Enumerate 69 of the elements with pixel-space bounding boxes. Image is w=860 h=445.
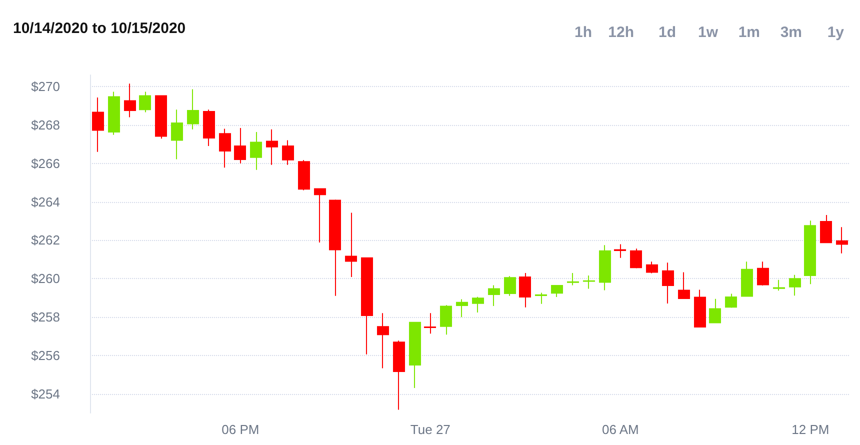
text: 3m [780, 24, 802, 41]
candlestick [567, 272, 579, 286]
candlestick [361, 257, 373, 355]
candlestick [203, 109, 215, 147]
candlestick [662, 262, 674, 304]
text: 1y [827, 24, 845, 41]
y-tick-label: $256 [31, 348, 60, 363]
candlestick [424, 312, 436, 334]
text: 1m [738, 24, 760, 41]
candlestick [694, 289, 706, 328]
candlestick [250, 132, 262, 170]
candlestick [234, 128, 246, 164]
candlestick [551, 284, 563, 298]
candlestick [741, 261, 753, 297]
candlestick [614, 244, 626, 258]
y-tick-label: $270 [31, 79, 60, 94]
candlestick [709, 298, 721, 324]
text: 1d [658, 24, 676, 41]
x-tick-label: 06 PM [222, 422, 260, 437]
chart-title: 10/14/2020 to 10/15/2020 [13, 20, 186, 37]
candlestick [282, 140, 294, 166]
candlestick [314, 188, 326, 243]
candlestick [804, 220, 816, 285]
candlestick [504, 276, 516, 296]
candlestick [836, 226, 848, 254]
candlestick [535, 292, 547, 304]
candlestick [92, 96, 104, 152]
candlestick [678, 272, 690, 300]
candlestick [108, 91, 120, 136]
candlestick [266, 128, 278, 166]
candlestick [377, 312, 389, 369]
candlestick [583, 274, 595, 290]
candlestick [139, 91, 151, 113]
candlestick [187, 88, 199, 130]
candlestick [329, 199, 341, 296]
x-tick-label: 12 PM [792, 422, 830, 437]
candlestick [789, 274, 801, 296]
y-tick-label: $254 [31, 386, 60, 402]
y-tick-label: $266 [31, 156, 60, 171]
x-tick-label: Tue 27 [410, 422, 450, 437]
candlestick [599, 244, 611, 291]
candlestick [345, 212, 357, 278]
candlestick [757, 261, 769, 286]
candlestick [646, 261, 658, 274]
candlestick [519, 272, 531, 308]
y-tick-label: $258 [31, 309, 60, 324]
y-tick-label: $264 [31, 194, 60, 210]
candlestick [298, 160, 310, 191]
candlestick [409, 322, 421, 389]
y-tick-label: $262 [31, 232, 60, 248]
candlestick [456, 298, 468, 318]
y-tick-label: $268 [31, 117, 60, 132]
candlestick [725, 293, 737, 308]
candlestick [630, 248, 642, 269]
candlestick [155, 95, 167, 140]
candlestick [219, 128, 231, 168]
candlestick [393, 340, 405, 410]
y-tick-label: $260 [31, 271, 60, 286]
candlestick [773, 279, 785, 292]
candlestick [124, 83, 136, 118]
x-tick-label: 06 AM [602, 422, 639, 437]
candlestick [472, 296, 484, 314]
candlestick [171, 109, 183, 160]
text: 1w [698, 24, 718, 41]
candlestick [488, 284, 500, 307]
candlestick [820, 214, 832, 244]
text: 1h [574, 24, 592, 41]
text: 12h [608, 24, 634, 41]
candlestick [440, 304, 452, 336]
